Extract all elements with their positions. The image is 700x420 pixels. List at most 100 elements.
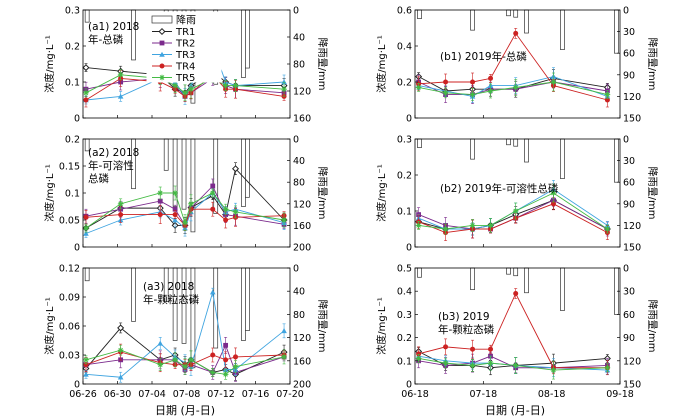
y2-tick-label: 120: [293, 199, 311, 210]
panel-title: (b1) 2019年-总磷: [440, 50, 527, 63]
x-tick-label: 06-30: [104, 389, 132, 400]
data-point: [469, 362, 476, 369]
data-point: [83, 97, 89, 103]
legend-item-tr4: TR4: [152, 62, 195, 73]
y2-axis-label: 降雨量/mm: [646, 167, 659, 220]
rain-bar: [163, 138, 169, 171]
data-point: [172, 357, 178, 363]
y2-tick-label: 150: [623, 380, 641, 391]
legend-marker: [159, 74, 165, 81]
data-point: [281, 86, 287, 92]
plot-frame: [414, 138, 621, 248]
data-point: [415, 355, 422, 362]
y-tick-label: 0.1: [397, 207, 412, 218]
y2-tick-label: 60: [623, 178, 635, 189]
y-tick-label: 0.4: [397, 42, 412, 53]
rain-bar: [560, 267, 565, 311]
data-point: [157, 190, 164, 196]
data-point: [550, 190, 557, 196]
data-point: [188, 357, 194, 363]
rain-bar: [417, 138, 422, 148]
y2-tick-label: 90: [623, 333, 635, 344]
y2-tick-label: 150: [623, 243, 641, 254]
x-tick-label: 07-18: [470, 389, 498, 400]
data-point: [488, 75, 494, 81]
data-point: [172, 190, 178, 196]
y2-axis-label: 降雨量/mm: [316, 38, 329, 91]
rain-bar: [190, 138, 196, 233]
y2-tick-label: 0: [293, 264, 299, 275]
data-point: [82, 64, 90, 72]
y2-tick-label: 40: [293, 33, 305, 44]
data-point: [443, 79, 449, 85]
y2-tick-label: 160: [293, 221, 311, 232]
data-point: [83, 230, 89, 236]
data-point: [182, 363, 188, 370]
y-tick-label: 0.03: [59, 351, 80, 362]
data-point: [487, 222, 494, 229]
data-point: [83, 357, 89, 363]
y2-tick-label: 80: [293, 310, 305, 321]
y2-tick-label: 160: [293, 356, 311, 367]
y2-tick-label: 30: [623, 156, 635, 167]
rain-bar: [241, 138, 246, 207]
legend-marker: [158, 27, 166, 36]
y2-axis-label: 降雨量/mm: [316, 167, 329, 220]
data-point: [512, 362, 519, 369]
data-point: [443, 344, 449, 350]
data-point: [83, 90, 89, 96]
panel-title: (a2) 2018 年-可溶性总磷: [88, 147, 139, 185]
rain-bar: [506, 267, 511, 275]
rain-bar: [131, 267, 136, 322]
data-point: [172, 217, 178, 223]
rain-bar: [417, 9, 422, 19]
legend-item-tr5: TR5: [152, 73, 195, 84]
y-tick-label: 0: [74, 243, 80, 254]
data-point: [117, 201, 124, 207]
data-point: [281, 328, 287, 334]
data-point: [172, 206, 178, 212]
y-tick-label: 0.5: [397, 264, 412, 275]
plot-frame: [414, 267, 621, 385]
data-point: [188, 201, 194, 207]
data-point: [232, 209, 239, 215]
panel-b2: 0 0.1 0.2 0.3 0 30 60 90 120 150 浓度/mg·L⁻¹ 降雨量/mm (b…: [375, 135, 659, 254]
legend-item-降雨: 降雨: [151, 14, 196, 27]
y2-tick-label: 30: [623, 287, 635, 298]
data-point: [232, 165, 240, 173]
x-tick-label: 07-12: [207, 389, 235, 400]
data-point: [469, 222, 476, 229]
series-line-tr5: [85, 74, 285, 94]
y-tick-label: 0.1: [397, 356, 412, 367]
y2-tick-label: 200: [293, 380, 311, 391]
rain-bar: [524, 9, 529, 34]
series-line-tr5: [85, 349, 285, 375]
data-point: [209, 289, 216, 295]
data-point: [512, 84, 519, 91]
y-tick-label: 0.06: [59, 322, 80, 333]
data-point: [281, 217, 287, 223]
y-axis-label: 浓度/mg·L⁻¹: [375, 164, 388, 222]
panel-a3: 0 0.03 0.06 0.09 0.12 0 40 80 120 160 200 06-26 06-3…: [43, 264, 329, 401]
data-point: [442, 226, 449, 232]
rain-bar: [84, 267, 90, 282]
data-point: [117, 374, 124, 380]
data-point: [172, 82, 178, 89]
data-point: [222, 82, 229, 89]
legend-box: [146, 11, 222, 83]
x-tick-label: 07-04: [138, 389, 166, 400]
y2-tick-label: 90: [623, 199, 635, 210]
rain-bar: [506, 138, 511, 146]
panel-title: (b2) 2019年-可溶性总磷: [440, 182, 559, 195]
data-point: [550, 367, 557, 373]
series-line-tr5: [85, 192, 285, 229]
data-point: [83, 214, 89, 220]
y-tick-label: 0.09: [59, 293, 80, 304]
legend-label: 降雨: [176, 14, 196, 27]
panel-b1: 0 0.2 0.4 0.6 0 30 60 90 120 150 浓度/mg·L⁻¹ 降雨量/mm (b…: [375, 6, 659, 125]
rain-bar: [470, 138, 475, 160]
y-tick-label: 0.2: [65, 42, 80, 53]
rain-bar: [245, 267, 250, 331]
data-point: [210, 206, 216, 212]
data-point: [157, 361, 164, 368]
